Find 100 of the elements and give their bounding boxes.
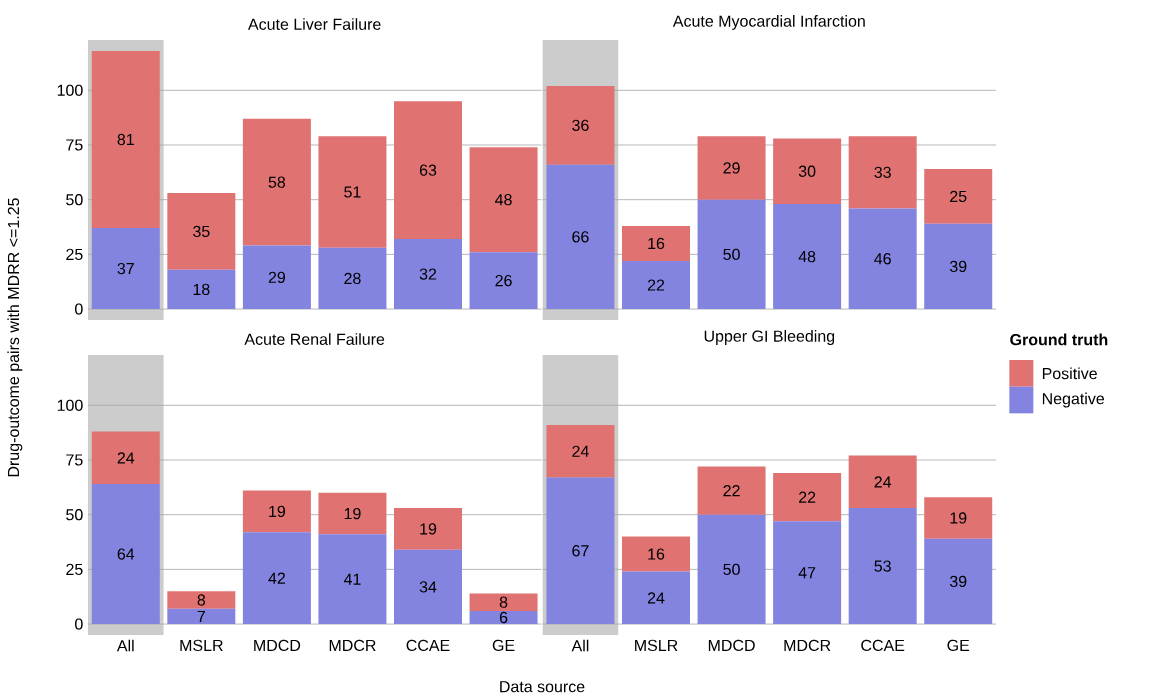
x-tick-label: CCAE	[406, 639, 450, 652]
bar	[242, 118, 311, 246]
bar	[773, 138, 842, 205]
bar	[318, 534, 387, 625]
data-label: 18	[193, 283, 210, 296]
y-tick-label: 100	[57, 399, 83, 411]
x-tick-label: MDCD	[254, 639, 301, 652]
legend-label: Negative	[1042, 392, 1105, 408]
data-label: 28	[344, 272, 361, 285]
bar	[546, 425, 615, 478]
data-label: 42	[268, 572, 285, 584]
data-label: 51	[344, 186, 361, 198]
data-label: 66	[572, 231, 589, 243]
x-tick-label: All	[116, 639, 134, 652]
bar	[242, 490, 311, 533]
chart-title: Acute Liver Failure	[248, 18, 381, 30]
x-tick-label: MDCD	[708, 639, 755, 652]
bar	[622, 260, 691, 310]
bar	[773, 473, 842, 522]
x-tick-label: MDCR	[784, 639, 831, 652]
data-label: 81	[117, 133, 134, 146]
data-label: 25	[950, 190, 967, 203]
chart-title: Acute Myocardial Infarction	[672, 15, 865, 30]
data-label: 24	[874, 476, 892, 488]
data-label: 32	[419, 268, 437, 280]
data-label: 19	[269, 505, 286, 518]
data-label: 7	[197, 610, 205, 622]
y-tick-label: 75	[66, 139, 83, 151]
data-label: 24	[117, 452, 135, 464]
bar	[167, 269, 236, 310]
bar	[394, 508, 463, 550]
bar	[546, 85, 615, 165]
data-label: 29	[268, 271, 286, 283]
bar	[167, 608, 236, 625]
bar	[167, 591, 236, 609]
data-label: 37	[117, 262, 134, 275]
bar	[394, 239, 463, 310]
data-label: 6	[499, 611, 508, 624]
y-tick-label: 100	[57, 84, 83, 96]
data-label: 24	[647, 592, 665, 604]
x-tick-label: MSLR	[180, 639, 223, 652]
data-label: 22	[647, 279, 665, 291]
y-tick-label: 25	[66, 248, 83, 261]
bar	[242, 245, 311, 310]
data-label: 46	[874, 253, 891, 265]
data-label: 39	[949, 260, 967, 273]
data-label: 26	[495, 274, 512, 287]
bar	[924, 169, 993, 224]
data-label: 8	[499, 596, 508, 608]
data-label: 64	[117, 548, 135, 560]
bar	[773, 204, 842, 310]
data-label: 22	[799, 491, 816, 503]
y-tick-label: 75	[66, 454, 83, 466]
data-label: 50	[723, 563, 740, 576]
data-label: 22	[723, 485, 740, 497]
bar	[394, 549, 463, 625]
bar	[469, 593, 538, 611]
y-tick-label: 50	[66, 509, 83, 521]
data-label: 34	[419, 581, 437, 593]
data-label: 67	[572, 545, 589, 557]
x-tick-label: All	[571, 639, 589, 652]
x-tick-label: MSLR	[635, 639, 678, 652]
bar	[469, 252, 538, 310]
bar	[394, 101, 463, 240]
bar	[242, 532, 311, 625]
data-label: 19	[950, 512, 967, 524]
x-tick-label: GE	[947, 639, 970, 652]
bar	[697, 466, 766, 515]
bar	[622, 225, 691, 261]
x-tick-label: CCAE	[861, 639, 905, 652]
data-label: 8	[197, 594, 206, 606]
chart-title: Acute Renal Failure	[244, 333, 385, 345]
bar	[924, 497, 993, 539]
x-tick-label: GE	[492, 639, 515, 652]
data-label: 48	[495, 194, 512, 206]
bar	[848, 136, 917, 209]
bar	[91, 228, 160, 310]
bar	[318, 492, 387, 535]
bar	[697, 199, 766, 310]
bar	[622, 536, 691, 572]
data-label: 53	[874, 560, 891, 572]
data-label: 63	[419, 164, 437, 176]
data-label: 19	[420, 523, 437, 535]
data-label: 33	[874, 166, 891, 178]
y-axis-title: Drug-outcome pairs with MDRR <=1.25	[7, 198, 23, 477]
data-label: 19	[344, 507, 361, 520]
data-label: 50	[723, 248, 740, 261]
bar	[318, 247, 387, 310]
bar	[848, 508, 917, 625]
x-tick-label: MDCR	[329, 639, 376, 652]
bar	[924, 538, 993, 625]
x-axis-title: Data source	[500, 681, 585, 693]
legend-label: Positive	[1042, 367, 1097, 380]
data-label: 48	[798, 250, 816, 263]
data-label: 16	[648, 237, 665, 250]
bar	[318, 136, 387, 248]
y-tick-label: 50	[66, 194, 83, 206]
bar	[697, 136, 766, 200]
y-tick-label: 25	[66, 563, 83, 576]
data-label: 29	[723, 162, 740, 174]
